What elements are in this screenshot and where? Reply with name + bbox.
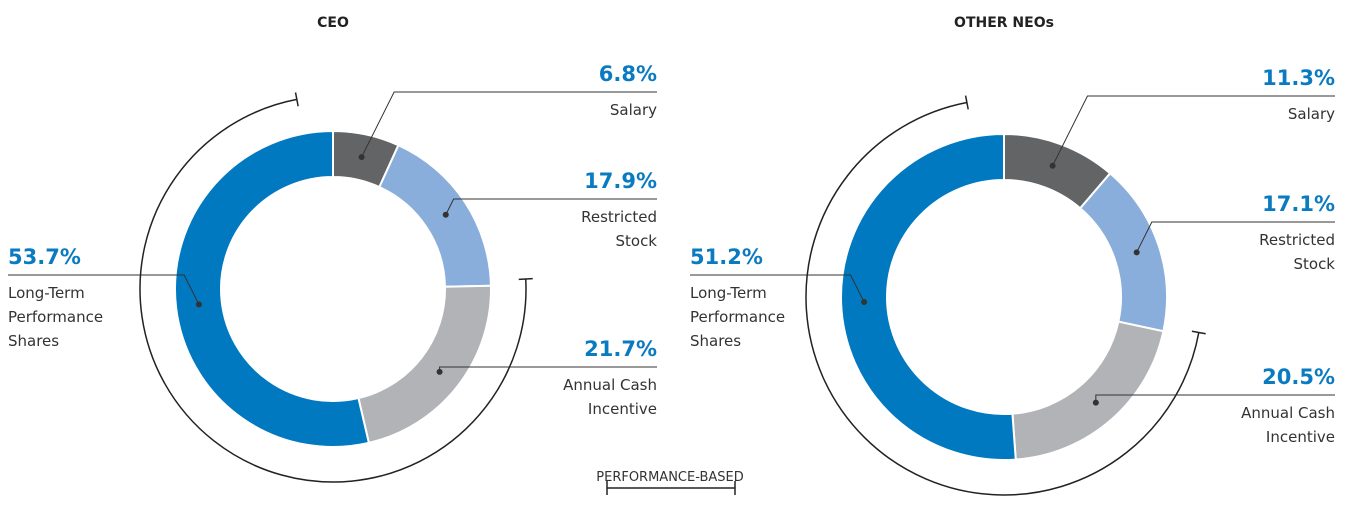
value-label: 11.3% — [1262, 66, 1335, 90]
leader-dot — [195, 301, 202, 308]
donut-segment — [1011, 320, 1165, 461]
legend-label: PERFORMANCE-BASED — [596, 470, 744, 485]
leader-line — [439, 366, 657, 372]
performance-arc — [805, 101, 1200, 496]
leader-line — [8, 274, 200, 305]
category-label: Salary — [1287, 105, 1335, 123]
category-label: Salary — [609, 101, 657, 119]
donut-segment — [174, 129, 371, 448]
chart-title: CEO — [317, 15, 349, 31]
leader-line — [361, 91, 657, 158]
leader-line — [1052, 95, 1335, 166]
leader-dot — [1092, 399, 1099, 406]
leader-dot — [1133, 249, 1140, 256]
performance-arc — [139, 98, 527, 483]
leader-line — [690, 274, 865, 303]
category-label: Annual Cash Incentive — [1241, 404, 1335, 446]
leader-dot — [358, 154, 365, 161]
arc-end-tick — [1191, 330, 1206, 335]
leader-dot — [442, 211, 449, 218]
category-label: Long-Term Performance Shares — [690, 284, 786, 350]
arc-end-tick — [964, 95, 969, 110]
arc-end-tick — [518, 277, 533, 281]
category-label: Annual Cash Incentive — [563, 376, 657, 418]
leader-dot — [1049, 162, 1056, 169]
leader-line — [445, 198, 657, 215]
leader-dot — [861, 299, 868, 306]
value-label: 17.9% — [584, 169, 657, 193]
value-label: 6.8% — [598, 62, 657, 86]
chart-title: OTHER NEOs — [954, 15, 1054, 31]
leader-line — [1136, 221, 1335, 253]
leader-dot — [436, 368, 443, 375]
arc-end-tick — [294, 92, 299, 107]
category-label: Long-Term Performance Shares — [8, 284, 104, 350]
donut-segment — [840, 132, 1017, 461]
value-label: 53.7% — [8, 245, 81, 269]
value-label: 21.7% — [584, 337, 657, 361]
value-label: 17.1% — [1262, 192, 1335, 216]
category-label: Restricted Stock — [1259, 231, 1335, 273]
donut-segment — [378, 143, 492, 288]
donut-segment — [357, 284, 492, 445]
value-label: 51.2% — [690, 245, 763, 269]
value-label: 20.5% — [1262, 365, 1335, 389]
category-label: Restricted Stock — [581, 208, 657, 250]
donut-segment — [1078, 171, 1168, 333]
